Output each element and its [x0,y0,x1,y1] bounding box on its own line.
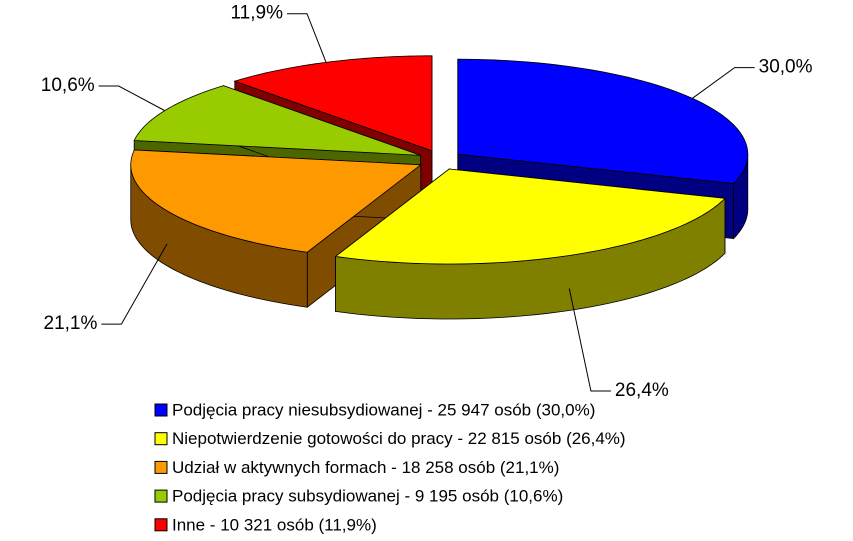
data-label: 26,4% [615,380,669,401]
slice [130,149,422,253]
slice [334,168,726,265]
leader-line [101,243,168,325]
legend-swatch [154,403,168,417]
leader-line [286,13,327,63]
leader-line [98,85,165,112]
data-label: 21,1% [44,313,98,334]
legend-swatch [154,518,168,532]
data-label: 30,0% [759,57,813,78]
legend-label: Niepotwierdzenie gotowości do pracy - 22… [172,429,626,448]
legend-label: Podjęcia pracy subsydiowanej - 9 195 osó… [172,487,563,506]
legend-label: Udział w aktywnych formach - 18 258 osób… [172,458,559,477]
leader-line [692,67,755,99]
legend-swatch [154,460,168,474]
leader-line [568,288,611,392]
slice [457,58,749,184]
legend-swatch [154,432,168,446]
legend-label: Inne - 10 321 osób (11,9%) [172,515,377,534]
legend-swatch [154,489,168,503]
legend-label: Podjęcia pracy niesubsydiowanej - 25 947… [172,400,595,419]
data-label: 10,6% [41,75,95,96]
data-label: 11,9% [231,3,284,24]
